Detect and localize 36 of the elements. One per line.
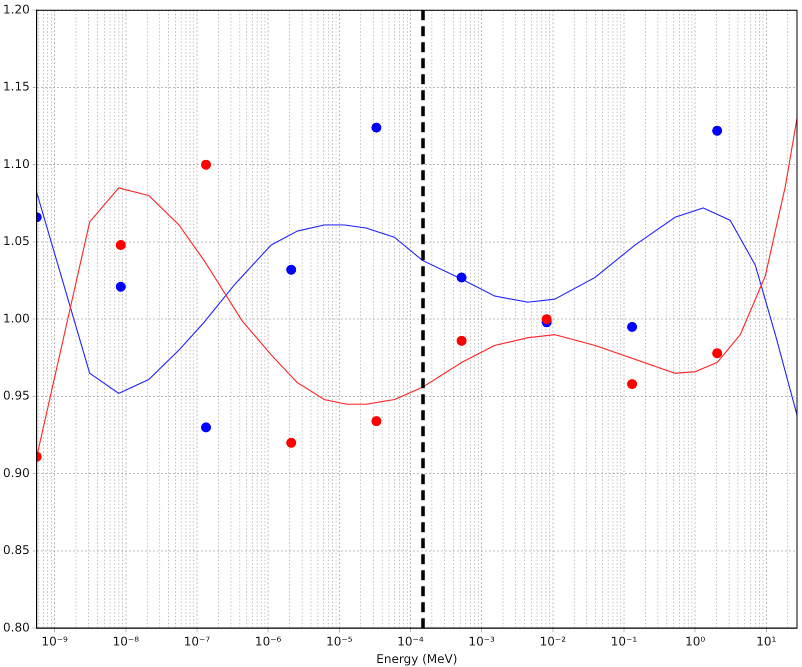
x-tick-label: 10⁻¹ — [610, 634, 638, 649]
y-tick-label: 0.80 — [3, 620, 30, 634]
y-tick-label: 1.15 — [3, 80, 30, 94]
point — [201, 160, 212, 170]
x-tick-label: 10⁰ — [685, 634, 706, 649]
y-tick-label: 1.05 — [3, 234, 30, 248]
point — [371, 416, 382, 426]
x-tick-label: 10⁻⁷ — [184, 634, 210, 649]
x-tick-label: 10⁻⁶ — [254, 634, 282, 649]
y-tick-label: 0.95 — [3, 388, 30, 403]
x-tick-label: 10⁻² — [540, 634, 566, 649]
x-tick-label: 10⁻⁵ — [326, 634, 353, 649]
point — [116, 282, 126, 292]
point — [456, 272, 467, 282]
point — [116, 240, 126, 250]
point — [627, 379, 638, 390]
y-tick-label: 1.00 — [3, 311, 30, 326]
point — [712, 126, 722, 136]
y-tick-label: 0.90 — [3, 466, 30, 480]
y-tick-label: 1.20 — [3, 2, 30, 16]
y-tick-label: 1.10 — [3, 156, 30, 171]
y-tick-label: 0.85 — [3, 543, 30, 558]
point — [371, 122, 382, 133]
x-tick-label: 10⁻³ — [468, 634, 496, 649]
point — [456, 336, 467, 346]
point — [201, 422, 212, 432]
point — [627, 322, 638, 332]
x-axis-title: Energy (MeV) — [376, 652, 458, 666]
point — [542, 314, 552, 324]
x-tick-label: 10¹ — [756, 634, 777, 649]
x-tick-label: 10⁻⁴ — [397, 634, 424, 649]
point — [712, 348, 722, 358]
point — [286, 264, 296, 275]
point — [286, 438, 296, 448]
x-tick-label: 10⁻⁸ — [112, 634, 140, 649]
x-tick-label: 10⁻⁹ — [41, 634, 68, 649]
